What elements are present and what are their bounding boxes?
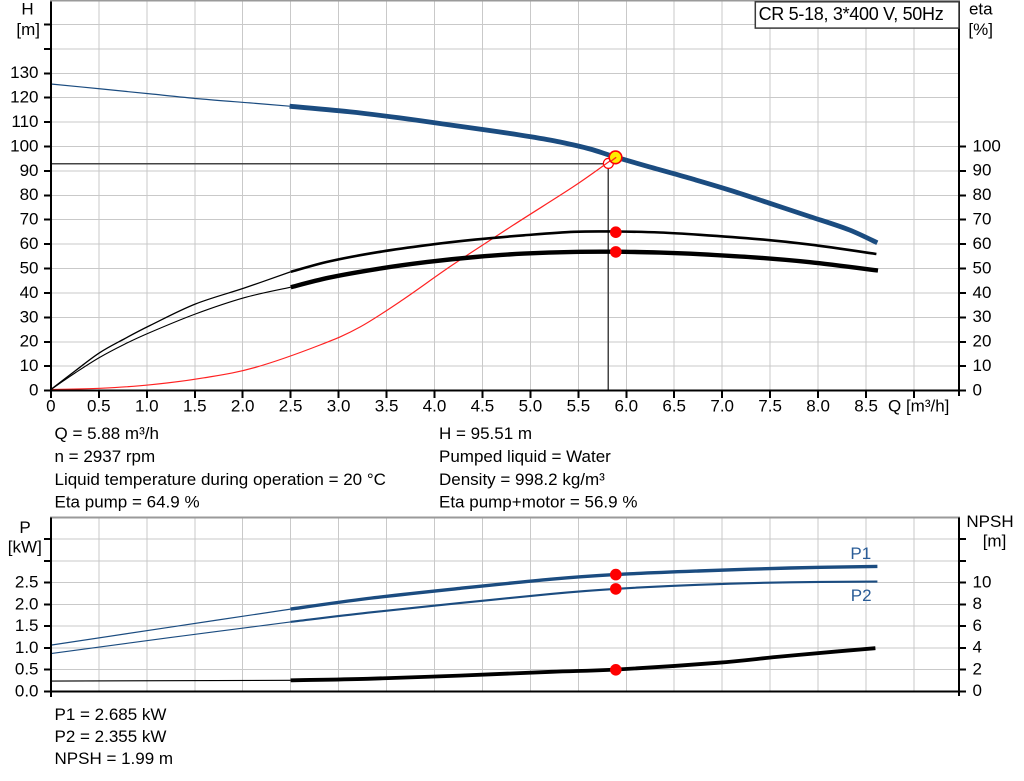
svg-text:n = 2937 rpm: n = 2937 rpm (55, 447, 156, 466)
svg-text:Density = 998.2 kg/m³: Density = 998.2 kg/m³ (439, 470, 605, 489)
svg-text:5.5: 5.5 (567, 397, 591, 416)
svg-text:2.0: 2.0 (231, 397, 255, 416)
svg-text:P2: P2 (851, 586, 872, 605)
svg-text:10: 10 (973, 356, 992, 375)
svg-text:5.0: 5.0 (519, 397, 543, 416)
svg-text:2.5: 2.5 (15, 573, 39, 592)
svg-text:80: 80 (20, 185, 39, 204)
svg-text:50: 50 (20, 259, 39, 278)
svg-text:0.5: 0.5 (15, 660, 39, 679)
svg-text:120: 120 (10, 88, 38, 107)
svg-text:H = 95.51 m: H = 95.51 m (439, 424, 532, 443)
svg-text:P1: P1 (850, 544, 871, 563)
svg-text:6: 6 (973, 616, 982, 635)
svg-text:70: 70 (20, 210, 39, 229)
svg-text:2.5: 2.5 (279, 397, 303, 416)
svg-text:6.5: 6.5 (662, 397, 686, 416)
svg-text:4.5: 4.5 (471, 397, 495, 416)
svg-text:20: 20 (20, 332, 39, 351)
svg-text:[%]: [%] (968, 20, 993, 39)
svg-text:60: 60 (973, 234, 992, 253)
svg-text:3.0: 3.0 (327, 397, 351, 416)
svg-text:7.5: 7.5 (758, 397, 782, 416)
svg-text:0: 0 (973, 681, 982, 700)
svg-text:80: 80 (973, 185, 992, 204)
svg-text:2.0: 2.0 (15, 594, 39, 613)
svg-text:4.0: 4.0 (423, 397, 447, 416)
svg-text:1.0: 1.0 (135, 397, 159, 416)
svg-text:90: 90 (20, 161, 39, 180)
svg-text:90: 90 (973, 161, 992, 180)
svg-text:1.5: 1.5 (183, 397, 207, 416)
svg-text:0: 0 (973, 380, 982, 399)
svg-text:P: P (19, 518, 30, 537)
svg-text:8.5: 8.5 (854, 397, 878, 416)
svg-text:P2 = 2.355 kW: P2 = 2.355 kW (55, 727, 167, 746)
svg-text:7.0: 7.0 (710, 397, 734, 416)
svg-text:110: 110 (11, 112, 38, 131)
svg-text:10: 10 (20, 356, 39, 375)
svg-text:Q = 5.88 m³/h: Q = 5.88 m³/h (55, 424, 159, 443)
svg-text:30: 30 (20, 307, 39, 326)
svg-text:4: 4 (973, 638, 982, 657)
svg-text:H: H (21, 0, 33, 19)
svg-text:0: 0 (29, 381, 38, 400)
svg-text:2: 2 (973, 659, 982, 678)
svg-text:0: 0 (46, 397, 55, 416)
svg-text:1.0: 1.0 (15, 638, 39, 657)
svg-text:100: 100 (973, 136, 1001, 155)
svg-text:40: 40 (973, 283, 992, 302)
svg-text:40: 40 (20, 283, 39, 302)
svg-text:100: 100 (10, 136, 38, 155)
svg-text:8: 8 (973, 594, 982, 613)
svg-text:70: 70 (973, 210, 992, 229)
svg-text:[m]: [m] (983, 531, 1007, 550)
svg-text:60: 60 (20, 234, 39, 253)
svg-text:Liquid temperature during oper: Liquid temperature during operation = 20… (55, 470, 386, 489)
svg-text:50: 50 (973, 258, 992, 277)
svg-text:30: 30 (973, 307, 992, 326)
svg-text:NPSH = 1.99 m: NPSH = 1.99 m (55, 749, 174, 768)
svg-text:20: 20 (973, 332, 992, 351)
svg-text:6.0: 6.0 (614, 397, 638, 416)
svg-text:10: 10 (973, 572, 992, 591)
svg-text:P1 = 2.685 kW: P1 = 2.685 kW (55, 705, 167, 724)
svg-text:Eta pump+motor = 56.9 %: Eta pump+motor = 56.9 % (439, 492, 637, 511)
svg-text:1.5: 1.5 (15, 616, 39, 635)
svg-text:Eta pump = 64.9 %: Eta pump = 64.9 % (55, 492, 200, 511)
svg-text:CR 5-18, 3*400 V, 50Hz: CR 5-18, 3*400 V, 50Hz (759, 4, 944, 24)
svg-text:[kW]: [kW] (8, 537, 42, 556)
svg-text:[m]: [m] (16, 20, 40, 39)
svg-text:Q [m³/h]: Q [m³/h] (888, 397, 949, 416)
svg-text:8.0: 8.0 (806, 397, 830, 416)
svg-text:3.5: 3.5 (375, 397, 399, 416)
svg-text:130: 130 (10, 63, 38, 82)
svg-text:0.0: 0.0 (15, 681, 39, 700)
svg-text:Pumped liquid = Water: Pumped liquid = Water (439, 447, 611, 466)
svg-text:eta: eta (969, 0, 993, 19)
svg-text:NPSH: NPSH (966, 512, 1013, 531)
svg-text:0.5: 0.5 (87, 397, 111, 416)
